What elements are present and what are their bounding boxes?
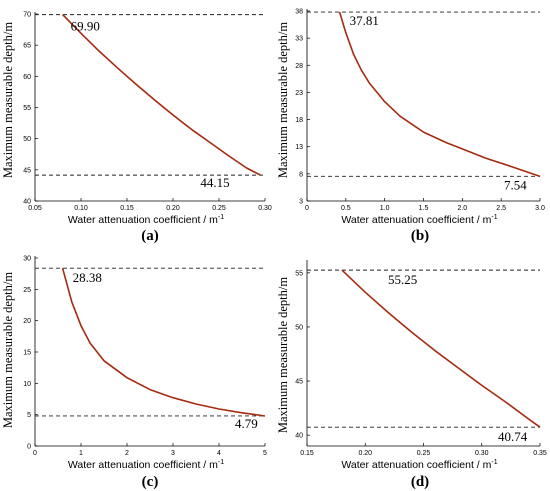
data-label: 28.38 [73,270,102,285]
y-tick-label: 45 [295,379,303,386]
y-tick-label: 15 [23,350,31,357]
y-tick-label: 3 [299,199,303,206]
x-tick-label: 0.10 [74,205,88,212]
x-tick-label: 2.5 [496,205,506,212]
x-axis-title-superscript: -1 [218,214,224,221]
y-tick-label: 10 [23,381,31,388]
data-label: 69.90 [71,19,100,34]
y-tick-label: 50 [295,324,303,331]
x-tick-label: 0.20 [166,205,180,212]
x-tick-label: 4 [217,450,221,457]
x-tick-label: 0.5 [341,205,351,212]
y-tick-label: 18 [295,117,303,124]
x-tick-label: 5 [263,450,267,457]
chart-panel-4: 0.15 0.20 0.25 0.30 0.35 40 45 50 55 55.25 40.74 Wa… [276,260,547,490]
x-tick-label: 0.30 [258,205,272,212]
y-tick-label: 5 [27,412,31,419]
y-tick-label: 13 [295,144,303,151]
data-label: 55.25 [388,272,417,287]
series-line [62,14,261,176]
y-tick-label: 33 [295,36,303,43]
y-axis-title: Maximum measurable depth/m [1,272,15,428]
x-tick-label: 2 [125,450,129,457]
x-tick-label: 1 [79,450,83,457]
panel-label: (a) [141,228,159,244]
x-tick-label: 0.20 [358,450,372,457]
y-tick-label: 65 [23,43,31,50]
x-axis-title: Water attenuation coefficient / m-1 [68,214,224,226]
x-axis-title-superscript: -1 [491,459,497,466]
y-tick-label: 70 [23,12,31,19]
x-tick-label: 0.30 [475,450,489,457]
y-tick-label: 8 [299,171,303,178]
x-tick-label: 0.05 [28,205,42,212]
y-axis-title: Maximum measurable depth/m [276,277,290,433]
data-label: 40.74 [498,429,528,444]
x-tick-label: 0 [305,205,309,212]
x-axis-title-superscript: -1 [218,459,224,466]
y-tick-label: 40 [295,433,303,440]
panel-label: (c) [142,474,159,490]
data-label: 37.81 [350,13,379,28]
x-tick-label: 0.15 [300,450,314,457]
data-label: 4.79 [235,416,258,431]
y-tick-label: 55 [23,105,31,112]
x-tick-label: 0.25 [212,205,226,212]
series-line [61,267,266,417]
x-tick-label: 3.0 [535,205,545,212]
x-tick-label: 3 [171,450,175,457]
data-label: 44.15 [200,175,229,190]
x-tick-label: 0.15 [120,205,134,212]
x-tick-label: 1.5 [419,205,429,212]
x-axis-title: Water attenuation coefficient / m-1 [68,459,224,471]
chart-panel-1: 0.05 0.10 0.15 0.20 0.25 0.30 40 45 50 55 60 65 70 69… [1,12,272,245]
y-tick-label: 20 [23,318,31,325]
y-tick-label: 38 [295,9,303,16]
x-axis-title-superscript: -1 [491,214,497,221]
y-tick-label: 40 [23,199,31,206]
panel-label: (d) [411,474,429,490]
y-tick-label: 45 [23,167,31,174]
y-tick-label: 23 [295,90,303,97]
x-axis-title: Water attenuation coefficient / m-1 [341,459,497,471]
data-label: 7.54 [504,177,527,192]
y-tick-label: 60 [23,74,31,81]
chart-panel-2: 0 0.5 1.0 1.5 2.0 2.5 3.03813182328333837.817.… [276,9,545,245]
x-tick-label: 0.25 [417,450,431,457]
series-line [341,269,541,428]
x-axis-title: Water attenuation coefficient / m-1 [341,214,497,226]
y-tick-label: 30 [23,256,31,263]
chart-panel-3: 0 1 2 3 4 5 0 5 10 15 20 25 30 28.38 4.79 Water attenua… [1,256,267,491]
x-tick-label: 2.0 [457,205,467,212]
y-tick-label: 0 [27,444,31,451]
y-axis-title: Maximum measurable depth/m [1,22,15,178]
series-line [338,11,541,178]
x-tick-label: 1.0 [380,205,390,212]
y-axis-title: Maximum measurable depth/m [276,22,290,178]
panel-label: (b) [411,228,429,244]
y-tick-label: 55 [295,270,303,277]
y-tick-label: 28 [295,63,303,70]
y-tick-label: 50 [23,136,31,143]
y-tick-label: 25 [23,287,31,294]
x-tick-label: 0 [33,450,37,457]
x-tick-label: 0.35 [533,450,547,457]
